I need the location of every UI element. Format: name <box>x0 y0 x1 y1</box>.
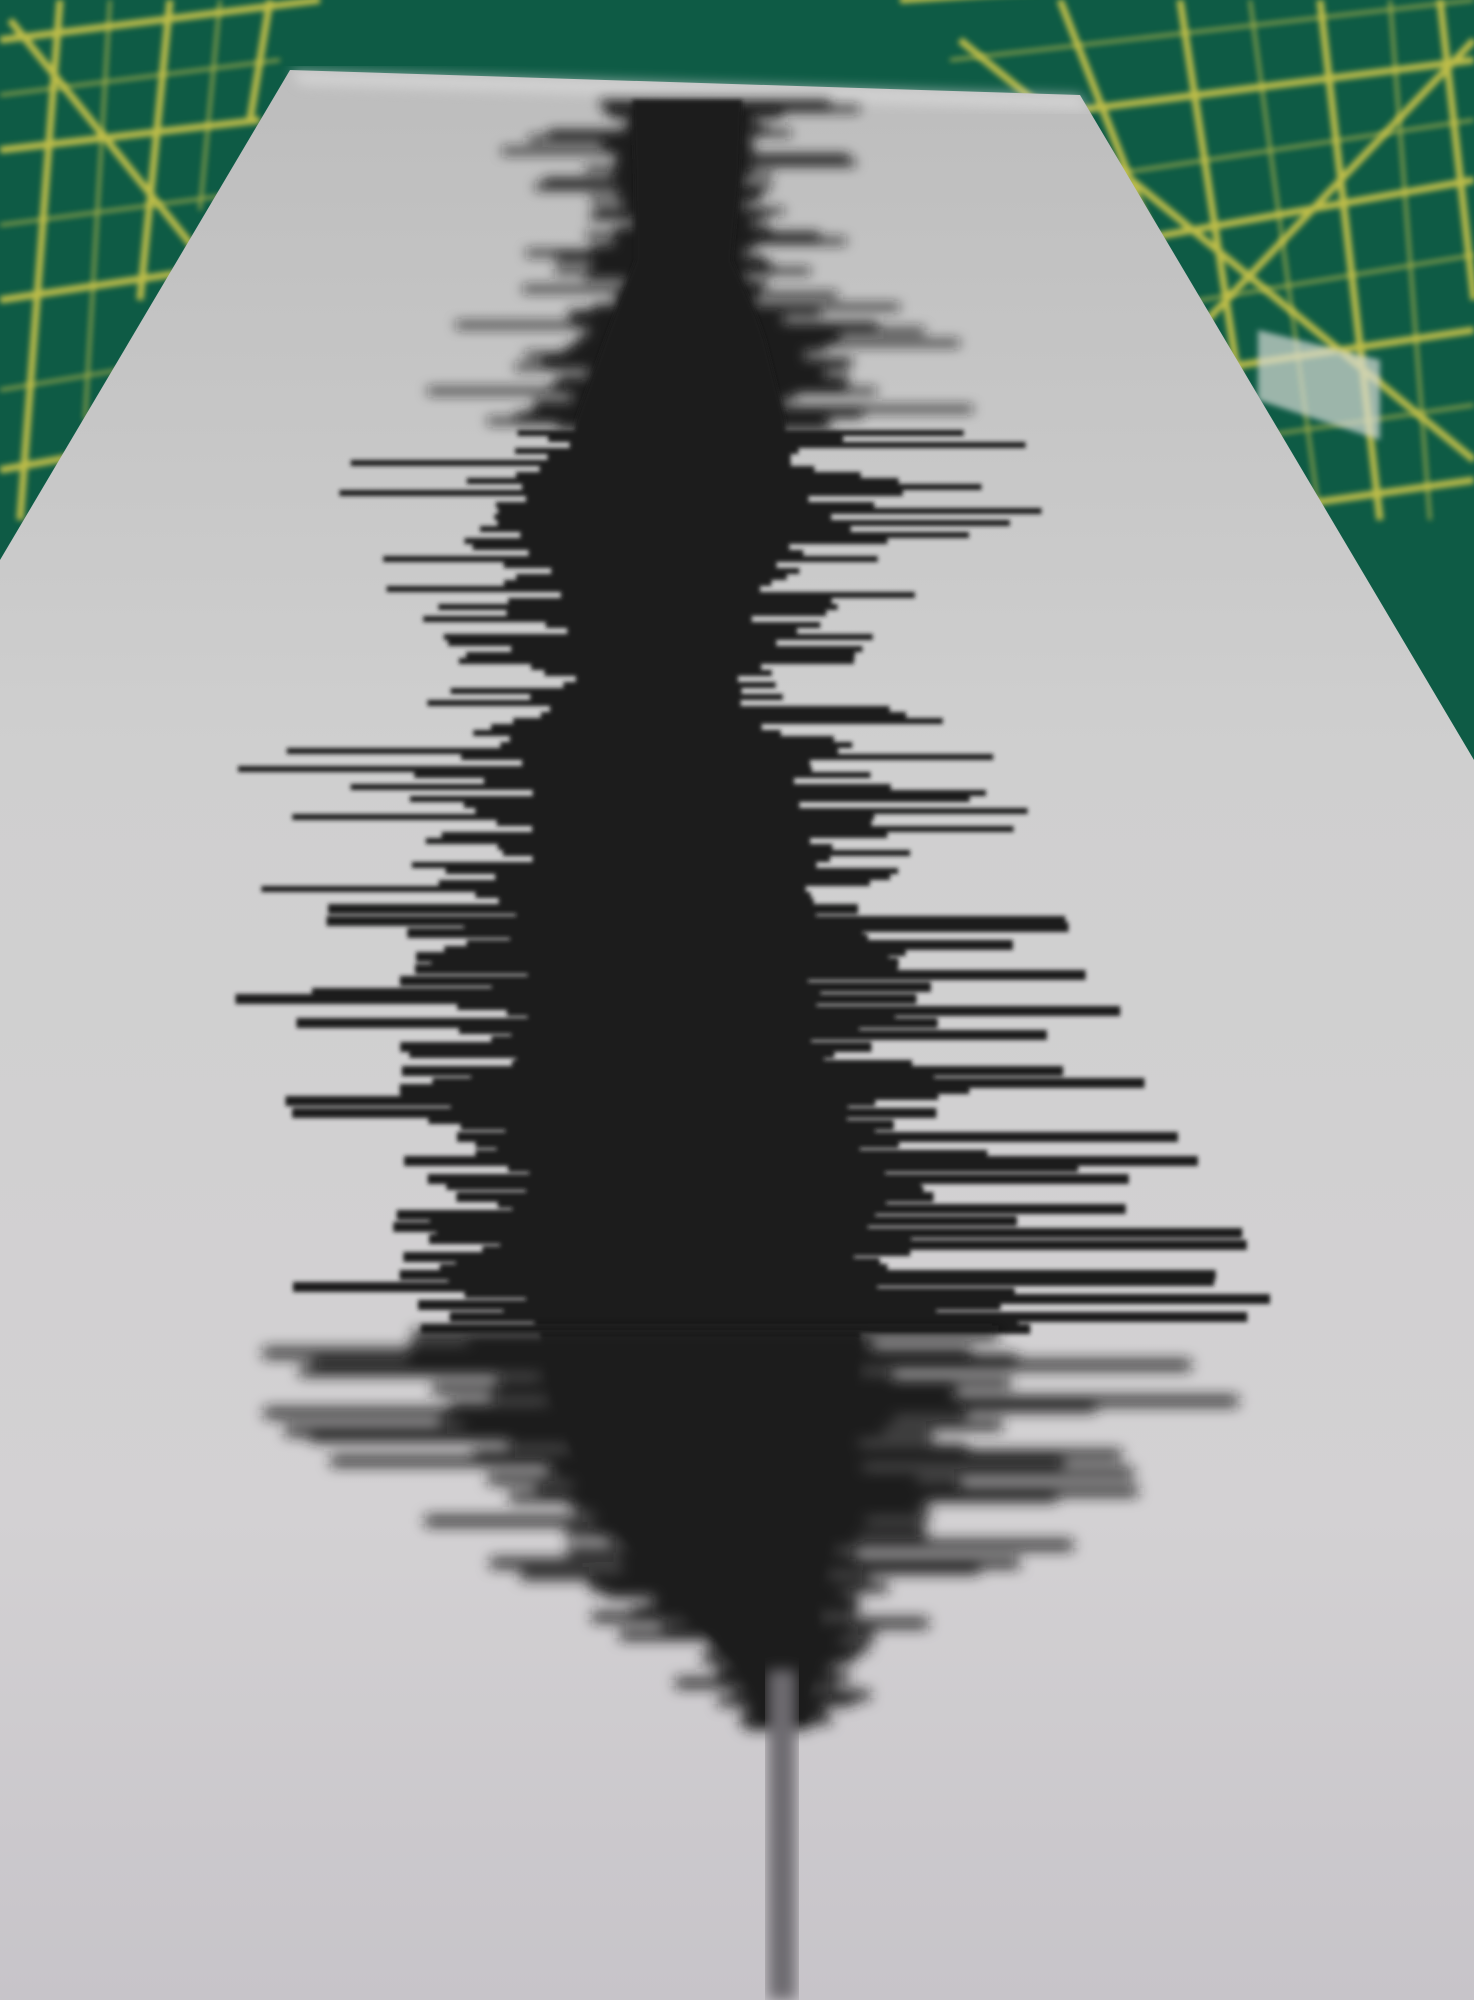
waveform-spike <box>621 1564 980 1574</box>
waveform-spike <box>573 340 960 346</box>
waveform-spike <box>536 1486 1138 1496</box>
waveform-spike <box>590 1582 888 1592</box>
waveform-spike <box>620 1552 857 1562</box>
waveform-spike <box>619 1630 875 1640</box>
waveform-spike <box>491 1390 953 1400</box>
waveform-spike <box>733 1690 870 1700</box>
waveform-spike <box>462 1420 1003 1430</box>
waveform-spike <box>631 1606 855 1616</box>
waveform-spike <box>594 1522 923 1532</box>
waveform-spike <box>594 1510 930 1520</box>
waveform-spike <box>264 1408 967 1418</box>
waveform-spike <box>425 1516 866 1526</box>
waveform-spike <box>567 1546 836 1556</box>
waveform-mid-section <box>235 100 1270 1720</box>
waveform-spike <box>702 1654 853 1664</box>
waveform-spike <box>502 148 753 154</box>
waveform-spike <box>719 1648 859 1658</box>
waveform-spike <box>711 1636 840 1646</box>
waveform-spike <box>408 1354 1018 1364</box>
waveform-near-section <box>263 1330 1238 1730</box>
waveform-spike <box>565 1528 928 1538</box>
waveform-spike <box>547 1396 1238 1406</box>
waveform-spike <box>568 1498 928 1508</box>
waveform-spike <box>409 1342 873 1352</box>
waveform-spike <box>525 1294 1270 1304</box>
waveform-spike <box>589 1576 869 1586</box>
waveform-spike <box>473 1450 1122 1460</box>
waveform-spike <box>312 1360 1191 1370</box>
waveform-spike <box>662 1624 852 1634</box>
waveform-spike <box>520 1570 830 1580</box>
waveform-spike <box>625 1540 1073 1550</box>
waveform-spike <box>508 1438 860 1448</box>
waveform-spike <box>500 1240 1247 1250</box>
waveform-spike <box>592 1612 822 1622</box>
waveform-spike <box>330 1456 1064 1466</box>
waveform-spike <box>487 1474 918 1484</box>
waveform-spike <box>238 766 812 772</box>
waveform-spike <box>467 1336 863 1346</box>
waveform-spike <box>432 1384 957 1394</box>
waveform-spike <box>609 1534 858 1544</box>
waveform-spike <box>412 1330 999 1340</box>
waveform-spike <box>299 1366 862 1376</box>
waveform-spike <box>497 1378 1011 1388</box>
waveform-spike <box>285 1426 884 1436</box>
waveform-spike <box>675 1678 835 1688</box>
waveform-spike <box>450 1402 1096 1412</box>
waveform-spike <box>509 1492 1058 1502</box>
waveform-spike <box>490 1558 1020 1568</box>
waveform-spike <box>572 1480 961 1490</box>
waveform-spike <box>440 1414 894 1424</box>
waveform-spike <box>708 1642 869 1652</box>
waveform-spike <box>569 442 1026 448</box>
waveform-core <box>527 100 862 1720</box>
waveform-spike <box>527 970 1086 980</box>
waveform-baseline <box>768 1670 796 2000</box>
waveform-spike <box>605 1588 841 1598</box>
waveform-spike <box>263 1348 971 1358</box>
waveform-spike <box>576 1504 919 1514</box>
waveform-spike <box>653 1594 856 1604</box>
waveform-spike <box>732 1660 836 1670</box>
waveform-spike <box>685 1618 928 1628</box>
waveform-spike <box>540 1372 893 1382</box>
waveform-spike <box>568 1444 968 1454</box>
waveform-spike <box>506 1006 1121 1016</box>
waveform-spike <box>652 1600 861 1610</box>
waveform-spike <box>548 1462 864 1472</box>
waveform-spike <box>555 1468 1134 1478</box>
waveform-spike <box>310 1432 933 1442</box>
